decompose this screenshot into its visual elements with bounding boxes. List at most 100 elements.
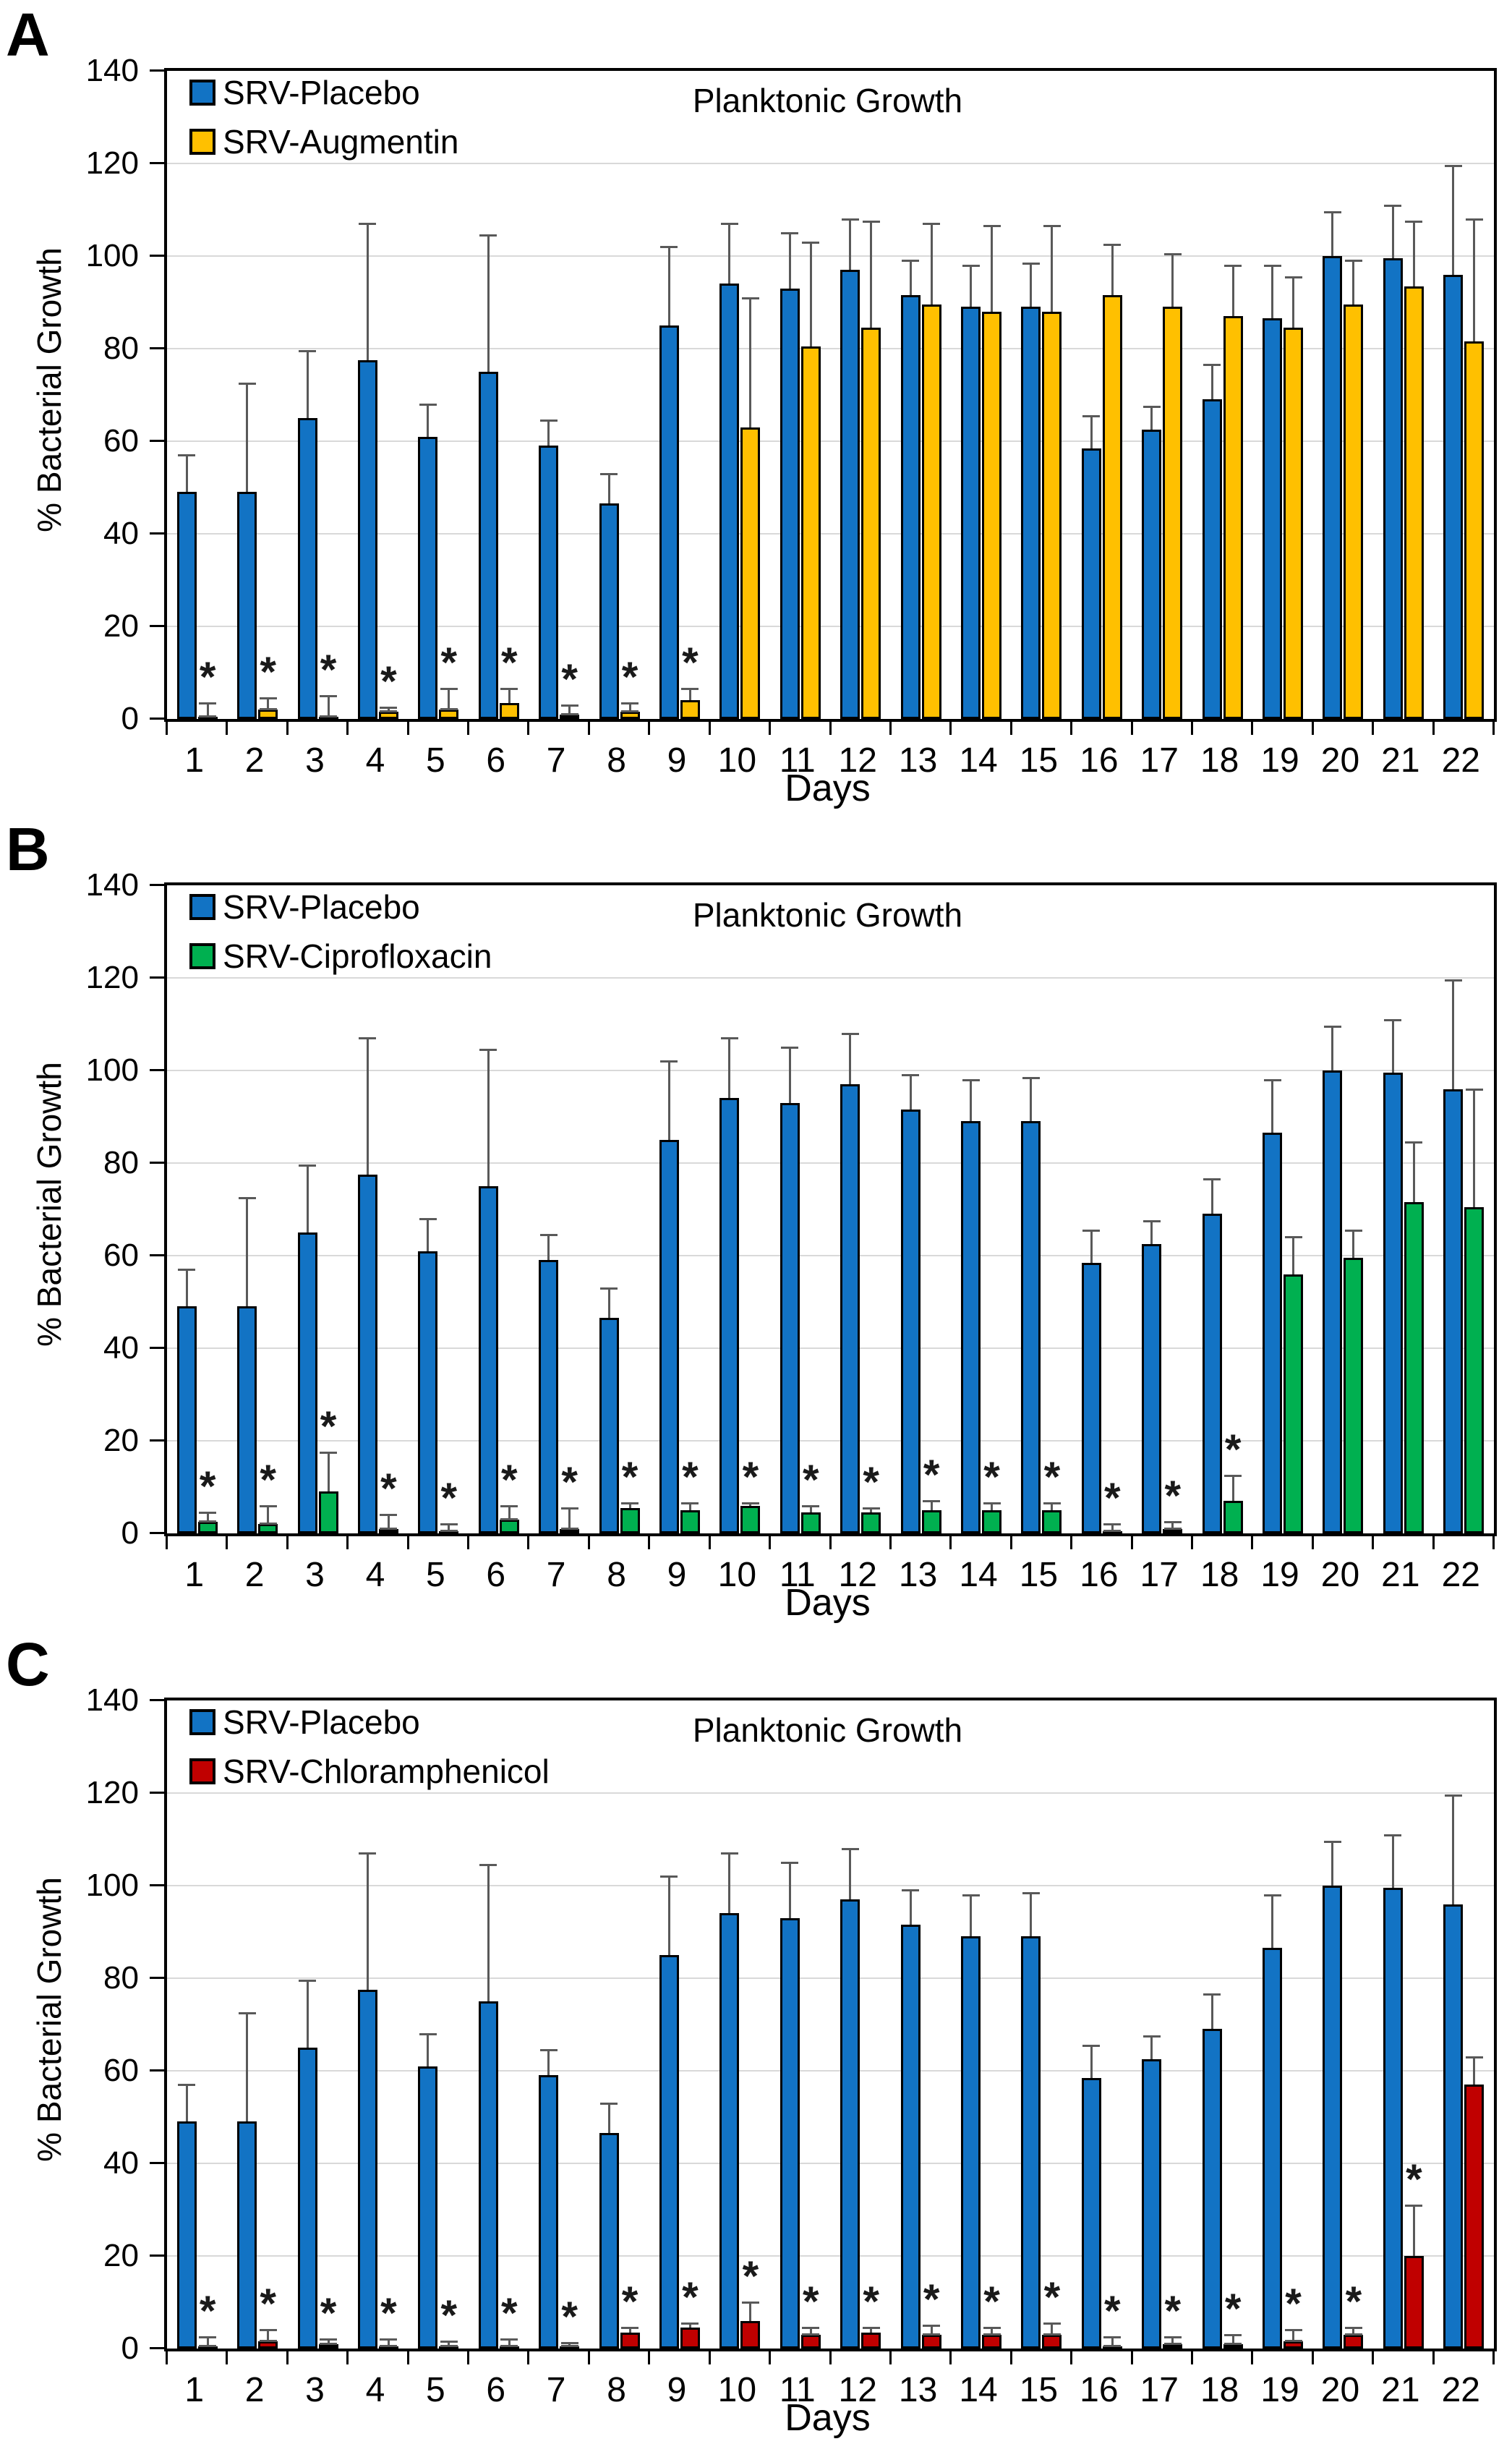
x-tick-label: 6 — [486, 2371, 506, 2409]
error-bar-cap — [1284, 2329, 1302, 2332]
error-bar — [628, 2328, 631, 2333]
error-bar — [327, 2339, 330, 2344]
x-axis-tick — [406, 722, 409, 735]
x-axis-tick — [1372, 722, 1375, 735]
error-bar — [547, 1235, 550, 1261]
legend-item: SRV-Placebo — [189, 882, 492, 932]
error-bar — [185, 2085, 188, 2122]
bar-srv-placebo — [1142, 1244, 1162, 1533]
error-bar — [667, 1061, 670, 1140]
error-bar-cap — [560, 1507, 578, 1510]
bar-srv-placebo — [1443, 274, 1464, 719]
x-tick-label: 6 — [486, 741, 506, 780]
x-tick-label: 3 — [305, 741, 325, 780]
x-axis-tick — [648, 722, 651, 735]
bar-srv-ciprofloxacin — [982, 1510, 1002, 1533]
y-tick-label: 100 — [85, 1052, 139, 1088]
bar-srv-augmentin — [680, 700, 700, 719]
gridline — [167, 2070, 1494, 2072]
bar-srv-chloramphenicol — [982, 2334, 1002, 2349]
error-bar — [1111, 244, 1114, 296]
x-tick-label: 11 — [779, 2371, 816, 2409]
bar-srv-placebo — [1263, 1948, 1283, 2349]
x-axis-tick — [1130, 1536, 1133, 1549]
bar-srv-placebo — [1021, 307, 1041, 719]
error-bar-cap — [923, 2333, 941, 2336]
x-tick-label: 10 — [717, 1556, 757, 1594]
x-tick-label: 20 — [1320, 1556, 1360, 1594]
error-bar-cap — [1284, 2340, 1302, 2343]
significance-asterisk: * — [742, 2253, 759, 2300]
x-tick-label: 3 — [305, 1556, 325, 1594]
x-axis-tick — [1251, 722, 1254, 735]
x-tick-label: 5 — [425, 2371, 445, 2409]
error-bar — [749, 2302, 752, 2321]
significance-asterisk: * — [682, 639, 699, 687]
legend: SRV-Placebo SRV-Chloramphenicol — [189, 1698, 550, 1796]
x-tick-label: 19 — [1260, 741, 1299, 780]
error-bar — [970, 1079, 973, 1122]
error-bar — [870, 221, 873, 328]
bar-srv-placebo — [1021, 1121, 1041, 1533]
bar-srv-placebo — [1443, 1089, 1464, 1533]
error-bar-cap — [440, 708, 458, 711]
error-bar-cap — [802, 241, 820, 244]
error-bar-cap — [560, 704, 578, 707]
error-bar — [788, 233, 791, 289]
error-bar-cap — [1103, 2336, 1122, 2338]
error-bar-cap — [238, 383, 256, 385]
bar-srv-ciprofloxacin — [800, 1512, 821, 1533]
bar-srv-augmentin — [1163, 307, 1183, 719]
bar-srv-placebo — [1443, 1904, 1464, 2349]
bar-srv-ciprofloxacin — [197, 1522, 218, 1533]
x-axis-tick — [467, 1536, 470, 1549]
significance-asterisk: * — [500, 1456, 518, 1504]
x-tick-label: 21 — [1381, 1556, 1420, 1594]
bar-srv-placebo — [237, 1306, 257, 1533]
bar-srv-ciprofloxacin — [1344, 1258, 1364, 1533]
x-tick-label: 15 — [1019, 741, 1059, 780]
x-tick-label: 7 — [546, 1556, 566, 1594]
x-axis-tick — [1432, 2351, 1435, 2364]
bar-srv-placebo — [478, 1186, 498, 1533]
gridline — [167, 2255, 1494, 2257]
error-bar — [749, 297, 752, 427]
x-tick-label: 4 — [365, 741, 385, 780]
x-tick-label: 17 — [1140, 1556, 1179, 1594]
error-bar-cap — [238, 1197, 256, 1199]
x-tick-label: 8 — [607, 1556, 626, 1594]
x-axis-tick — [346, 2351, 349, 2364]
bar-srv-chloramphenicol — [1284, 2341, 1304, 2349]
bar-srv-ciprofloxacin — [921, 1510, 941, 1533]
y-tick-label: 40 — [103, 2145, 139, 2181]
y-axis-tick — [150, 2162, 164, 2164]
error-bar-cap — [741, 297, 759, 299]
error-bar-cap — [1043, 2333, 1061, 2336]
error-bar-cap — [1203, 364, 1221, 367]
x-tick-label: 12 — [838, 2371, 877, 2409]
y-axis-tick — [150, 1069, 164, 1071]
legend: SRV-Placebo SRV-Augmentin — [189, 68, 458, 166]
error-bar-cap — [1224, 1475, 1242, 1477]
gridline — [167, 1885, 1494, 1886]
significance-asterisk: * — [1164, 2288, 1182, 2335]
error-bar-cap — [299, 1980, 317, 1983]
error-bar — [508, 689, 511, 703]
significance-asterisk: * — [1043, 2273, 1061, 2321]
bar-srv-placebo — [418, 436, 438, 719]
error-bar — [1452, 1795, 1455, 1904]
significance-asterisk: * — [742, 1454, 759, 1502]
y-tick-label: 80 — [103, 1960, 139, 1996]
bar-srv-placebo — [1142, 2059, 1162, 2349]
error-bar-cap — [841, 1847, 859, 1850]
error-bar-cap — [1344, 260, 1362, 263]
legend-swatch-augmentin — [189, 129, 215, 155]
x-axis-tick — [1009, 2351, 1012, 2364]
error-bar-cap — [479, 1049, 497, 1052]
error-bar-cap — [1465, 2056, 1483, 2058]
bar-srv-augmentin — [921, 305, 941, 719]
bar-srv-chloramphenicol — [560, 2346, 580, 2351]
error-bar-cap — [923, 223, 941, 226]
error-bar — [1090, 1230, 1093, 1263]
bar-srv-augmentin — [318, 716, 338, 721]
